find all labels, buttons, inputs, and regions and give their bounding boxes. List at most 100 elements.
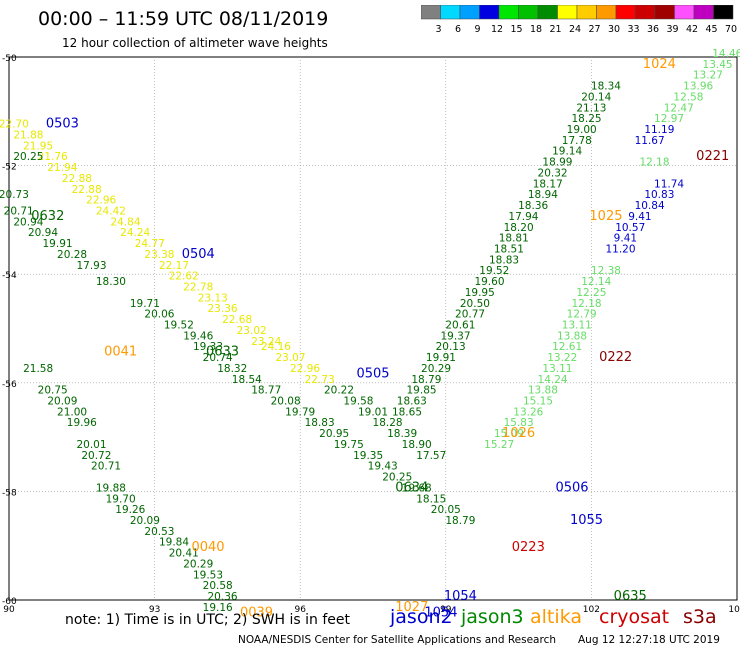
swh-value-label: 19.96 xyxy=(67,417,97,429)
swh-value-label: 13.88 xyxy=(528,385,558,397)
swh-value-label: 12.47 xyxy=(664,102,694,114)
swh-value-label: 19.46 xyxy=(183,330,213,342)
swh-value-label: 10.83 xyxy=(644,189,674,201)
legend-swatch xyxy=(596,5,617,20)
swh-value-label: 22.78 xyxy=(183,281,213,293)
swh-value-label: 15.09 xyxy=(494,428,524,440)
legend-swatch xyxy=(537,5,558,20)
legend-swatch xyxy=(421,5,441,20)
swh-value-label: 18.81 xyxy=(499,233,529,245)
swh-value-label: 18.77 xyxy=(251,385,281,397)
swh-value-label: 20.13 xyxy=(436,341,466,353)
swh-value-label: 19.91 xyxy=(426,352,456,364)
swh-value-label: 19.60 xyxy=(474,276,504,288)
swh-value-label: 20.14 xyxy=(581,91,611,103)
swh-value-label: 18.99 xyxy=(542,157,572,169)
legend-swatch xyxy=(635,5,656,20)
swh-value-label: 13.11 xyxy=(562,320,592,332)
swh-value-label: 20.06 xyxy=(144,309,174,321)
swh-value-label: 19.00 xyxy=(567,124,597,136)
x-tick-label: 102 xyxy=(583,605,600,615)
swh-value-label: 21.88 xyxy=(13,129,43,141)
legend-label: 30 xyxy=(608,24,620,35)
swh-value-label: 12.14 xyxy=(581,276,611,288)
swh-value-label: 17.93 xyxy=(76,260,106,272)
swh-value-label: 19.95 xyxy=(465,287,495,299)
credit-text: NOAA/NESDIS Center for Satellite Applica… xyxy=(238,634,556,646)
swh-value-label: 21.94 xyxy=(47,162,77,174)
swh-value-label: 19.91 xyxy=(43,238,73,250)
swh-value-label: 18.25 xyxy=(572,113,602,125)
swh-value-label: 20.32 xyxy=(538,167,568,179)
swh-value-label: 13.26 xyxy=(513,406,543,418)
legend-swatch xyxy=(693,5,714,20)
swh-value-label: 14.24 xyxy=(538,374,568,386)
jason3-label: jason3 xyxy=(461,606,524,628)
altika-label: altika xyxy=(530,606,582,628)
swh-value-label: 13.11 xyxy=(542,363,572,375)
swh-value-label: 12.25 xyxy=(576,287,606,299)
swh-value-label: 12.38 xyxy=(591,265,621,277)
swh-value-label: 19.43 xyxy=(368,461,398,473)
swh-value-label: 10.57 xyxy=(615,222,645,234)
swh-value-label: 18.28 xyxy=(373,417,403,429)
swh-value-label: 20.75 xyxy=(38,385,68,397)
pass-time-label: 1055 xyxy=(570,513,603,528)
swh-value-label: 13.22 xyxy=(547,352,577,364)
swh-value-label: 24.24 xyxy=(120,227,150,239)
swh-value-label: 17.57 xyxy=(416,450,446,462)
swh-value-label: 11.20 xyxy=(605,243,635,255)
swh-value-label: 20.01 xyxy=(76,439,106,451)
swh-value-label: 12.79 xyxy=(567,309,597,321)
swh-value-label: 22.73 xyxy=(305,374,335,386)
legend-swatch xyxy=(654,5,675,20)
swh-value-label: 19.58 xyxy=(343,396,373,408)
swh-value-label: 21.76 xyxy=(38,151,68,163)
swh-value-label: 20.50 xyxy=(460,298,490,310)
y-tick-label: -60 xyxy=(2,597,17,607)
swh-value-label: 20.73 xyxy=(0,189,29,201)
swh-value-label: 19.53 xyxy=(193,569,223,581)
swh-value-label: 21.13 xyxy=(576,102,606,114)
legend-swatch xyxy=(674,5,695,20)
legend-label: 6 xyxy=(455,24,461,35)
swh-value-label: 24.84 xyxy=(110,216,140,228)
page-subtitle: 12 hour collection of altimeter wave hei… xyxy=(62,36,328,50)
swh-value-label: 18.32 xyxy=(217,363,247,375)
pass-time-label: 1026 xyxy=(502,426,535,441)
legend-label: 9 xyxy=(474,24,480,35)
pass-time-label: 0503 xyxy=(46,117,79,132)
swh-value-label: 15.27 xyxy=(484,439,514,451)
swh-value-label: 20.41 xyxy=(169,548,199,560)
swh-value-label: 24.77 xyxy=(135,238,165,250)
pass-time-label: 0635 xyxy=(614,589,647,604)
swh-value-label: 10.84 xyxy=(635,200,665,212)
y-tick-label: -56 xyxy=(2,380,17,390)
swh-value-label: 23.38 xyxy=(144,249,174,261)
swh-value-label: 20.09 xyxy=(130,515,160,527)
page-title: 00:00 – 11:59 UTC 08/11/2019 xyxy=(38,8,329,30)
swh-value-label: 21.95 xyxy=(23,140,53,152)
swh-value-label: 22.68 xyxy=(222,314,252,326)
legend-label: 21 xyxy=(549,24,561,35)
legend-swatch xyxy=(713,5,734,20)
legend-label: 3 xyxy=(435,24,441,35)
swh-value-label: 23.36 xyxy=(208,303,238,315)
swh-value-label: 18.83 xyxy=(489,254,519,266)
swh-value-label: 18.34 xyxy=(591,81,621,93)
legend-label: 33 xyxy=(627,24,639,35)
swh-value-label: 18.63 xyxy=(397,396,427,408)
swh-value-label: 19.26 xyxy=(115,504,145,516)
swh-value-label: 18.90 xyxy=(402,439,432,451)
footer-note: note: 1) Time is in UTC; 2) SWH is in fe… xyxy=(65,612,351,628)
jason2-label: jason2 xyxy=(390,606,453,628)
swh-value-label: 13.45 xyxy=(703,59,733,71)
swh-value-label: 15.83 xyxy=(504,417,534,429)
swh-value-label: 13.96 xyxy=(683,81,713,93)
timestamp: Aug 12 12:27:18 UTC 2019 xyxy=(578,634,720,646)
swh-value-label: 20.29 xyxy=(421,363,451,375)
legend-label: 70 xyxy=(725,24,737,35)
swh-value-label: 18.17 xyxy=(533,178,563,190)
pass-time-label: 0504 xyxy=(182,247,215,262)
